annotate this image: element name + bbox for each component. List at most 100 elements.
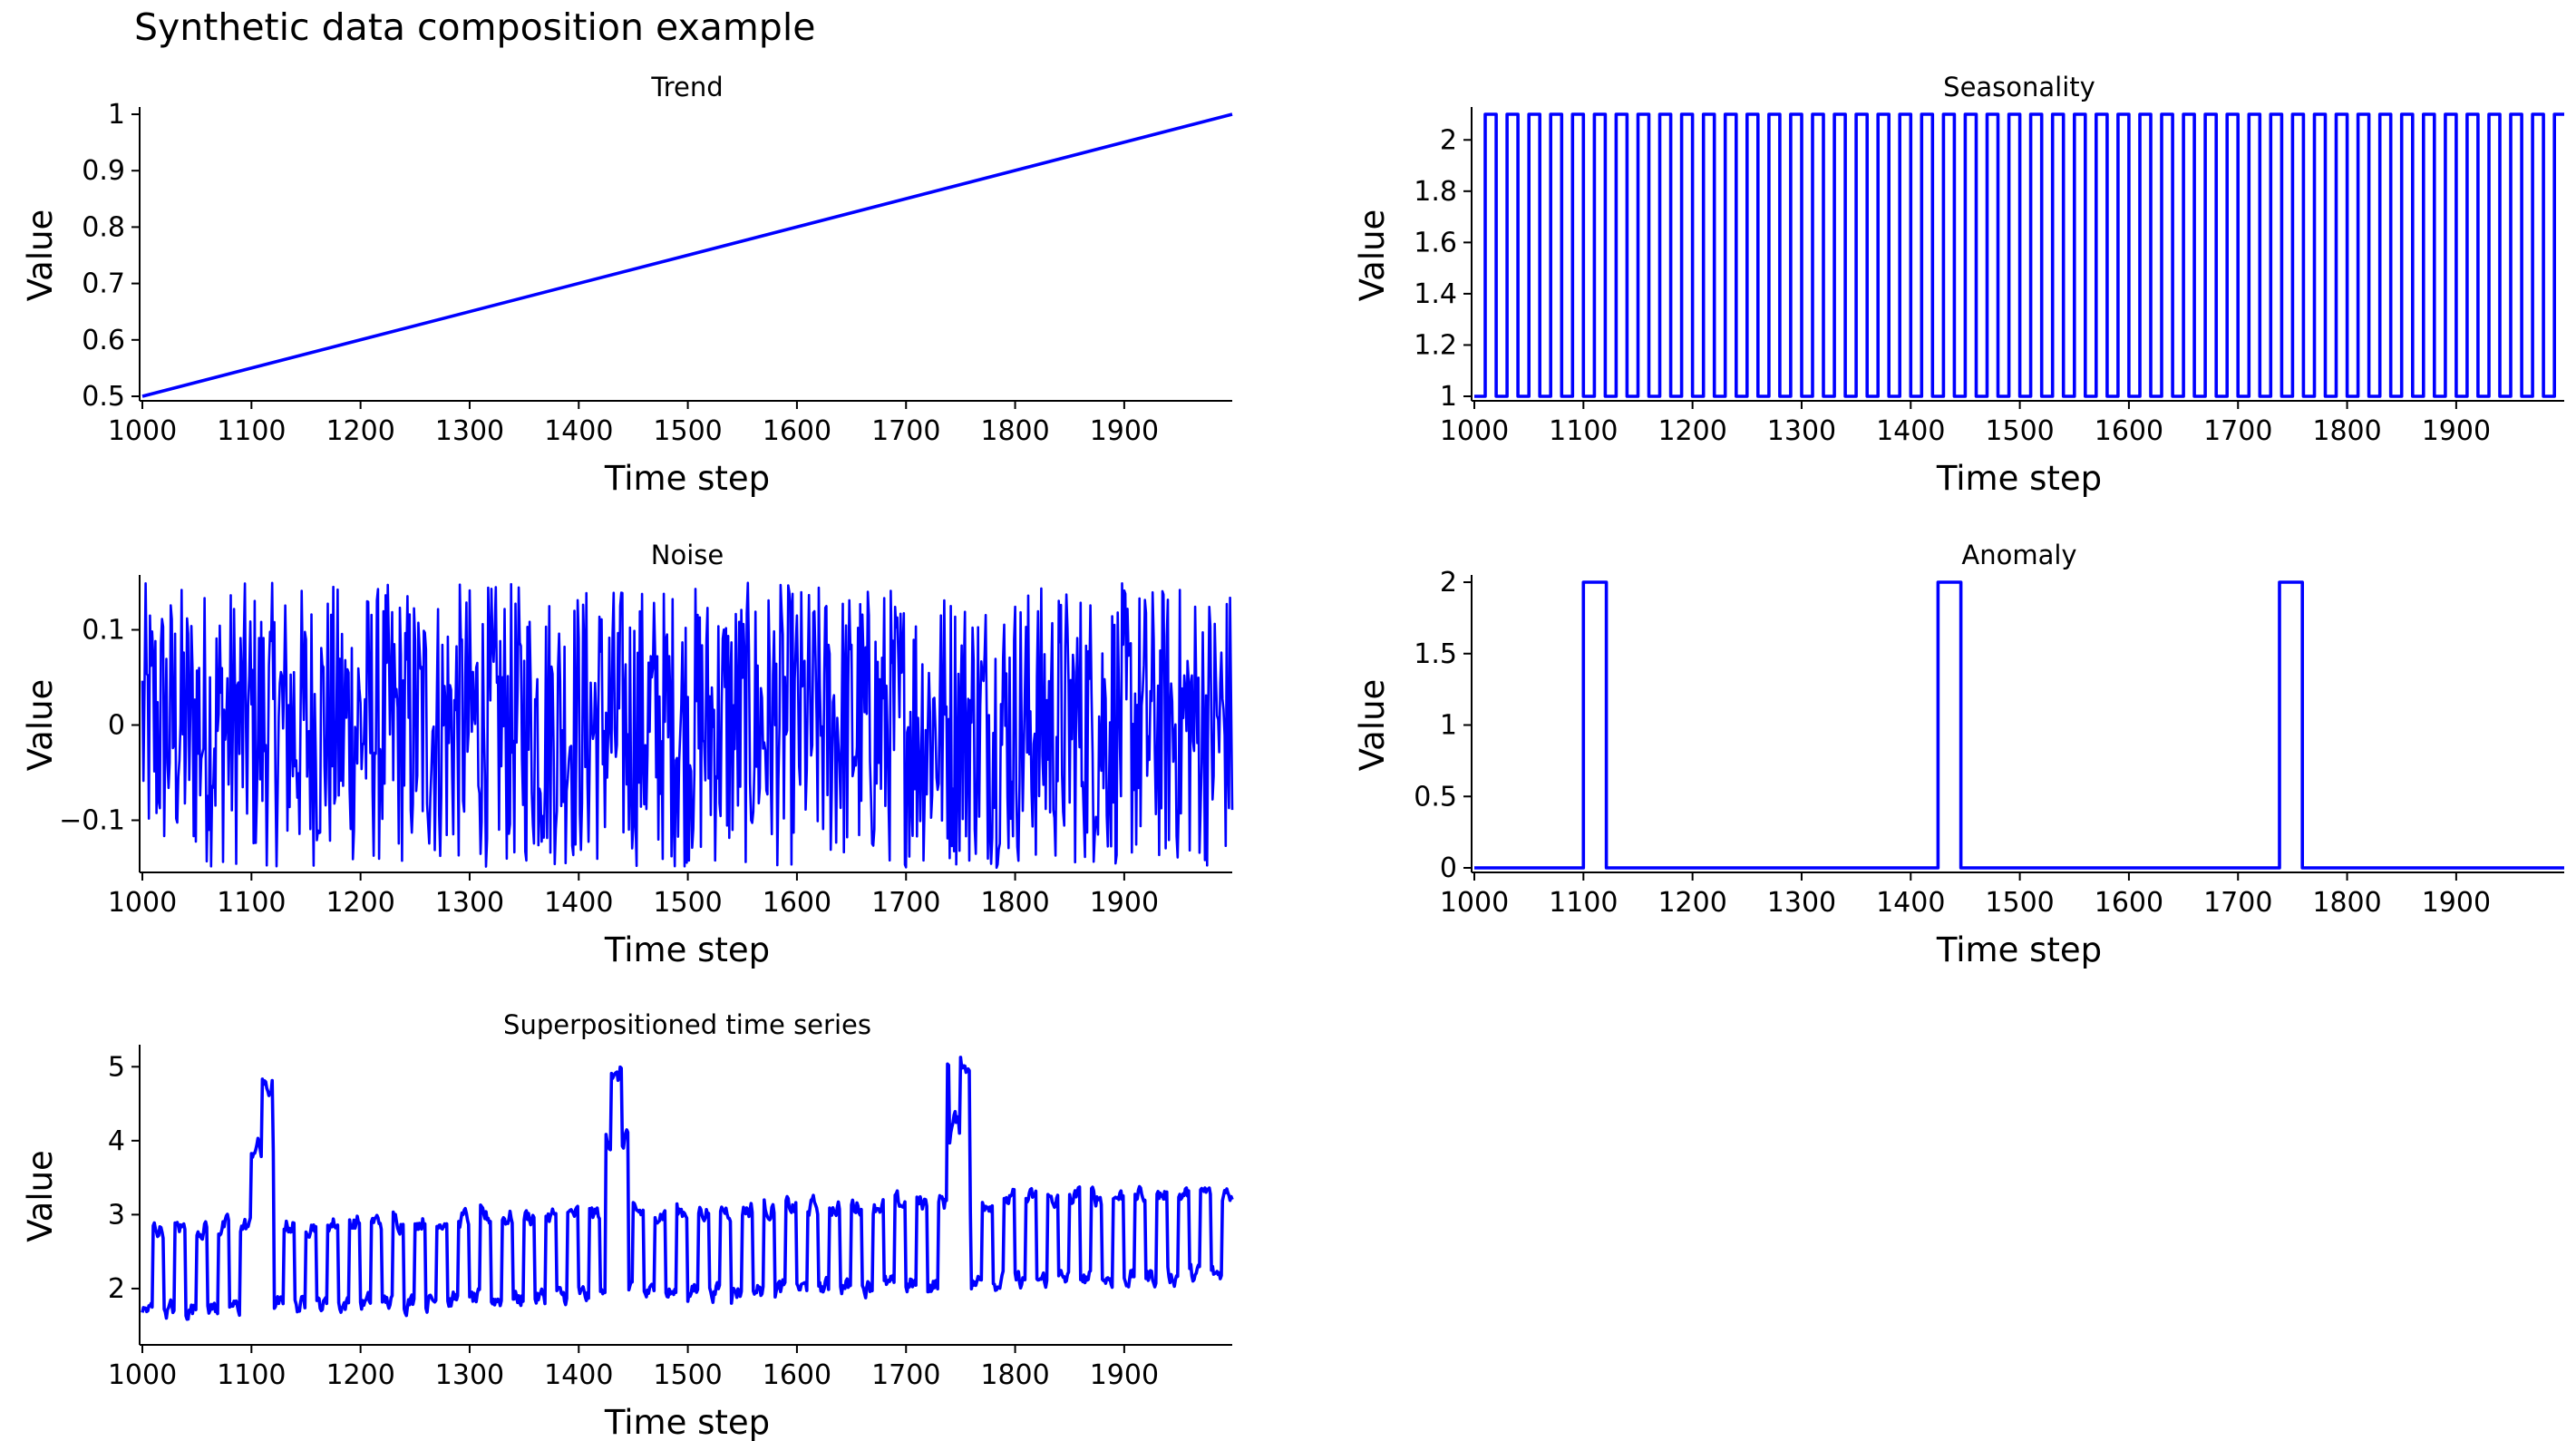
trend-series-line [141, 112, 1233, 398]
seasonality-x-label: Time step [1936, 459, 2102, 498]
superposition-x-tick-label: 1400 [544, 1359, 613, 1391]
trend-y-tick-label: 0.7 [82, 268, 125, 300]
noise-subplot: Noise 1000 1100 1200 1300 1400 1500 1600 1700 180… [21, 540, 1234, 969]
superposition-x-tick-label: 1200 [326, 1359, 394, 1391]
anomaly-x-tick-label: 1700 [2203, 887, 2272, 919]
trend-y-tick-label: 1 [108, 99, 125, 131]
trend-x-tick-label: 1800 [980, 415, 1049, 447]
seasonality-y-tick-label: 1 [1440, 381, 1457, 413]
anomaly-x-label: Time step [1936, 930, 2102, 969]
noise-x-tick-label: 1500 [653, 887, 722, 919]
superposition-x-tick-label: 1900 [1090, 1359, 1159, 1391]
noise-x-tick-label: 1700 [871, 887, 940, 919]
trend-x-tick-label: 1900 [1090, 415, 1159, 447]
noise-x-tick-label: 1100 [217, 887, 286, 919]
trend-x-tick-label: 1300 [435, 415, 504, 447]
noise-x-tick-label: 1000 [108, 887, 177, 919]
trend-x-tick-label: 1200 [326, 415, 394, 447]
trend-title: Trend [650, 72, 723, 102]
anomaly-y-tick-label: 0.5 [1414, 781, 1457, 813]
noise-series-line [141, 581, 1234, 870]
trend-x-tick-label: 1000 [108, 415, 177, 447]
seasonality-series-line [1473, 112, 2565, 398]
superposition-title: Superpositioned time series [503, 1009, 871, 1040]
anomaly-x-tick-label: 1200 [1657, 887, 1726, 919]
trend-y-tick-label: 0.5 [82, 381, 125, 413]
superposition-x-tick-label: 1600 [763, 1359, 831, 1391]
superposition-y-tick-label: 5 [108, 1051, 125, 1083]
noise-y-tick-label: 0.1 [82, 615, 125, 647]
anomaly-series-line [1473, 580, 2565, 870]
seasonality-y-tick-label: 1.6 [1414, 227, 1457, 258]
seasonality-x-tick-label: 1000 [1440, 415, 1509, 447]
seasonality-y-tick-label: 1.4 [1414, 278, 1457, 310]
seasonality-y-tick-label: 1.8 [1414, 176, 1457, 208]
trend-y-tick-label: 0.9 [82, 155, 125, 187]
seasonality-x-tick-label: 1300 [1767, 415, 1836, 447]
trend-y-tick-label: 0.8 [82, 211, 125, 243]
anomaly-x-tick-label: 1100 [1549, 887, 1618, 919]
superposition-y-tick-label: 2 [108, 1273, 125, 1305]
anomaly-y-tick-label: 2 [1440, 567, 1457, 599]
anomaly-subplot: Anomaly 1000 1100 1200 1300 1400 1500 1600 1700 1… [1353, 540, 2565, 969]
seasonality-title: Seasonality [1943, 72, 2095, 102]
anomaly-y-tick-label: 1 [1440, 710, 1457, 742]
anomaly-y-label: Value [1353, 679, 1392, 772]
noise-x-tick-label: 1200 [326, 887, 394, 919]
trend-x-tick-label: 1600 [763, 415, 831, 447]
seasonality-y-tick-label: 2 [1440, 124, 1457, 156]
figure-title: Synthetic data composition example [134, 5, 816, 49]
anomaly-x-tick-label: 1400 [1876, 887, 1945, 919]
noise-title: Noise [651, 540, 724, 570]
seasonality-x-tick-label: 1100 [1549, 415, 1618, 447]
noise-x-tick-label: 1800 [980, 887, 1049, 919]
trend-x-tick-label: 1100 [217, 415, 286, 447]
seasonality-subplot: Seasonality 1000 1100 1200 1300 1400 1500 1600 1… [1353, 72, 2565, 498]
superposition-series-line [141, 1056, 1234, 1321]
superposition-x-tick-label: 1700 [871, 1359, 940, 1391]
superposition-x-tick-label: 1500 [653, 1359, 722, 1391]
noise-y-tick-label: −0.1 [59, 805, 125, 837]
superposition-x-tick-label: 1100 [217, 1359, 286, 1391]
superposition-x-tick-label: 1000 [108, 1359, 177, 1391]
anomaly-x-tick-label: 1800 [2312, 887, 2381, 919]
anomaly-y-tick-label: 1.5 [1414, 638, 1457, 670]
anomaly-x-tick-label: 1900 [2422, 887, 2491, 919]
superposition-y-label: Value [21, 1150, 60, 1242]
seasonality-x-tick-label: 1400 [1876, 415, 1945, 447]
seasonality-x-tick-label: 1900 [2422, 415, 2491, 447]
anomaly-y-tick-label: 0 [1440, 852, 1457, 884]
noise-x-tick-label: 1900 [1090, 887, 1159, 919]
anomaly-x-tick-label: 1000 [1440, 887, 1509, 919]
noise-x-tick-label: 1600 [763, 887, 831, 919]
seasonality-y-tick-label: 1.2 [1414, 329, 1457, 361]
seasonality-x-tick-label: 1800 [2312, 415, 2381, 447]
superposition-subplot: Superpositioned time series 1000 1100 1200 1… [21, 1009, 1234, 1441]
seasonality-x-tick-label: 1500 [1985, 415, 2054, 447]
trend-x-label: Time step [604, 459, 770, 498]
anomaly-x-tick-label: 1600 [2095, 887, 2163, 919]
trend-x-tick-label: 1500 [653, 415, 722, 447]
superposition-x-tick-label: 1300 [435, 1359, 504, 1391]
trend-y-tick-label: 0.6 [82, 325, 125, 356]
noise-y-label: Value [21, 679, 60, 772]
seasonality-x-tick-label: 1700 [2203, 415, 2272, 447]
trend-subplot: Trend 1000 1100 1200 1300 1400 1500 1600 1700 180… [21, 72, 1233, 498]
anomaly-x-tick-label: 1300 [1767, 887, 1836, 919]
anomaly-title: Anomaly [1961, 540, 2076, 570]
noise-x-tick-label: 1400 [544, 887, 613, 919]
seasonality-y-label: Value [1353, 209, 1392, 302]
trend-x-tick-label: 1400 [544, 415, 613, 447]
seasonality-x-tick-label: 1200 [1657, 415, 1726, 447]
seasonality-x-tick-label: 1600 [2095, 415, 2163, 447]
trend-x-tick-label: 1700 [871, 415, 940, 447]
superposition-y-tick-label: 4 [108, 1125, 125, 1157]
noise-y-tick-label: 0 [108, 710, 125, 742]
superposition-x-label: Time step [604, 1403, 770, 1441]
superposition-x-tick-label: 1800 [980, 1359, 1049, 1391]
noise-x-tick-label: 1300 [435, 887, 504, 919]
superposition-y-tick-label: 3 [108, 1199, 125, 1231]
anomaly-x-tick-label: 1500 [1985, 887, 2054, 919]
noise-x-label: Time step [604, 930, 770, 969]
